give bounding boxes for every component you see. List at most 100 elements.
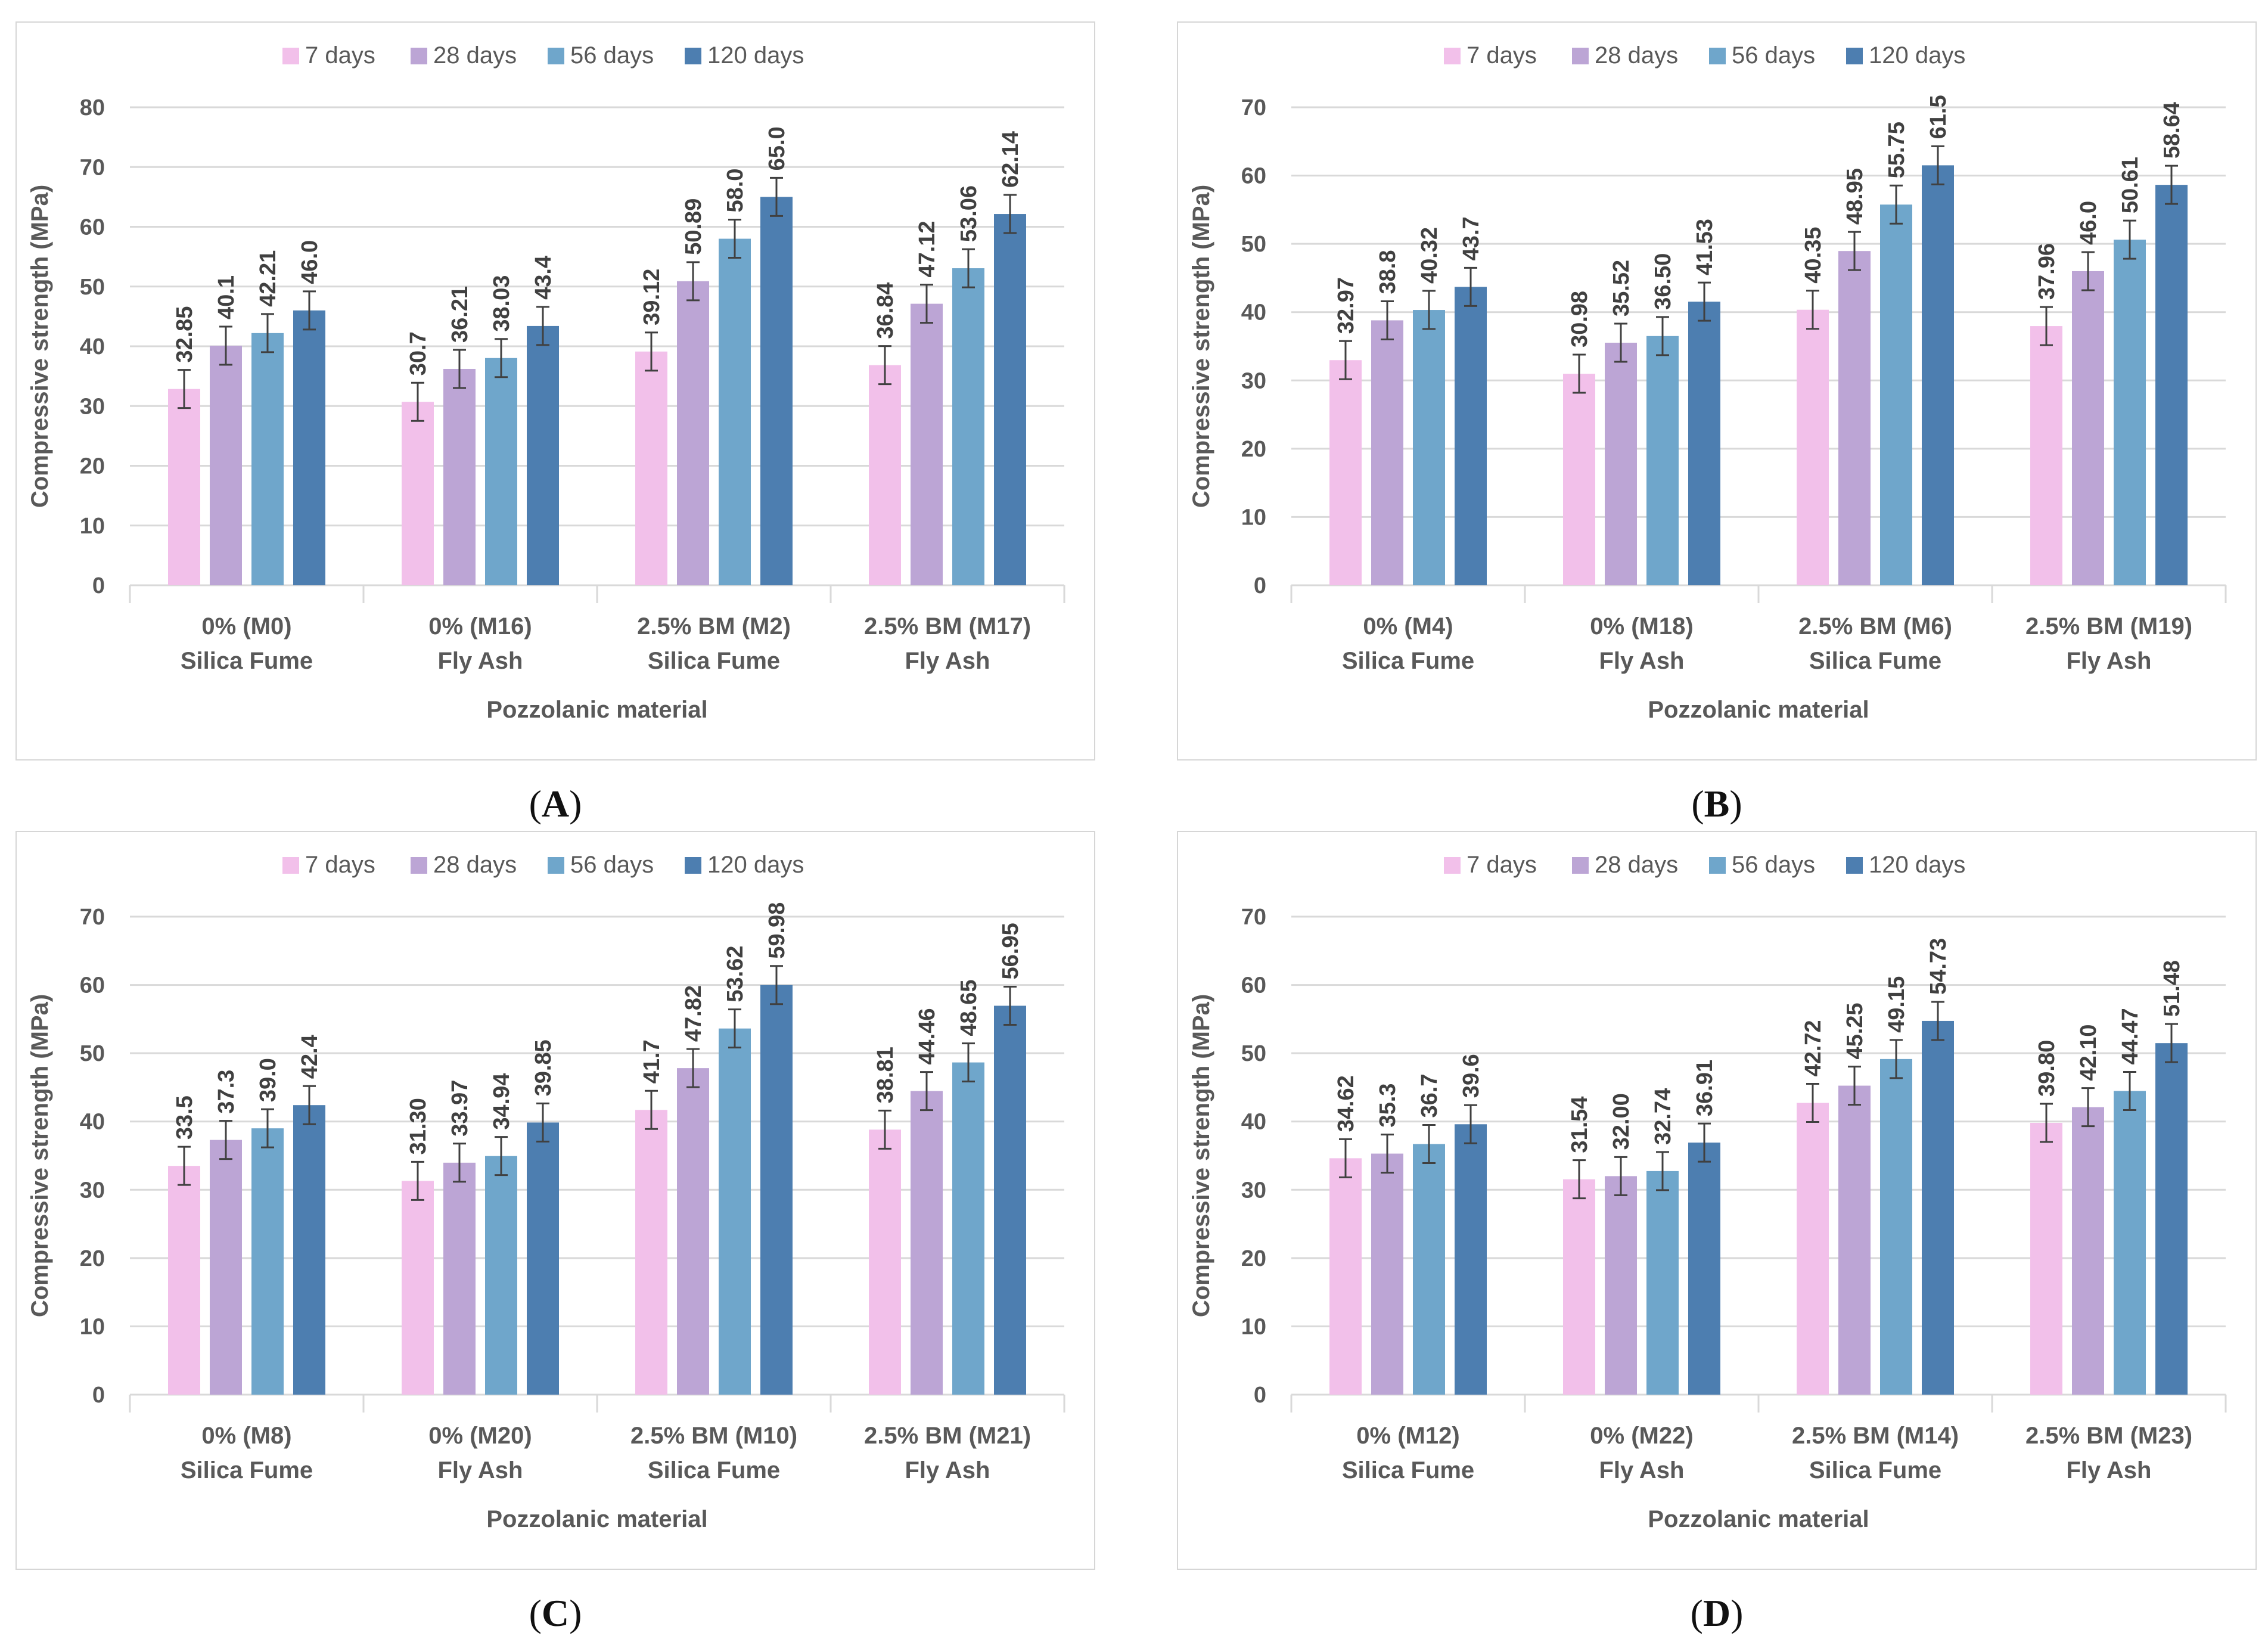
bar [293,310,325,585]
category-label: 0% (M4) [1363,613,1453,640]
data-label: 32.74 [1651,1088,1676,1145]
y-tick-label: 20 [1241,437,1266,462]
data-label: 36.50 [1651,253,1676,310]
y-tick-label: 0 [92,573,105,598]
legend-swatch-7-days [1444,857,1461,874]
data-label: 39.80 [2034,1040,2059,1097]
legend-swatch-120-days [1846,48,1863,64]
legend-swatch-7-days [1444,48,1461,64]
legend-label: 56 days [1732,42,1815,69]
category-label: Fly Ash [905,1457,990,1483]
data-label: 53.06 [956,185,981,242]
bar [1605,343,1637,585]
data-label: 39.0 [256,1058,281,1102]
legend-label: 120 days [1869,42,1965,69]
y-tick-label: 50 [1241,232,1266,257]
y-tick-label: 60 [1241,164,1266,189]
bar [1880,204,1912,585]
data-label: 58.64 [2160,102,2185,159]
data-label: 38.81 [873,1047,898,1103]
y-tick-label: 50 [80,1041,105,1066]
data-label: 35.3 [1375,1084,1400,1128]
bar [760,197,793,585]
category-label: Fly Ash [438,1457,523,1483]
y-tick-label: 40 [80,1110,105,1135]
legend-swatch-120-days [685,48,701,64]
y-tick-label: 20 [1241,1246,1266,1271]
bar [485,358,517,585]
legend-swatch-28-days [411,48,427,64]
bar [635,1110,667,1395]
bar [2155,1043,2188,1395]
bar [1797,1103,1829,1395]
y-axis-title: Compressive strength (MPa) [1188,994,1214,1317]
legend-swatch-7-days [282,48,299,64]
data-label: 36.84 [873,283,898,339]
data-label: 47.12 [915,221,940,278]
data-label: 43.4 [531,256,556,300]
chart-panel-a: 0 10 20 30 40 50 60 70 80 32.85 40.1 42.21 46.0 0% (M… [15,21,1095,760]
legend-label: 56 days [570,852,654,878]
bar [1688,302,1720,585]
bar [168,1166,200,1395]
bar [911,1091,943,1395]
bar [994,214,1026,585]
data-label: 47.82 [681,985,706,1042]
y-axis-title: Compressive strength (MPa) [1188,185,1214,508]
bar [2114,240,2146,585]
bar [251,1128,284,1395]
panel-label-c: (C) [529,1592,582,1634]
legend-label: 120 days [707,42,804,69]
data-label: 54.73 [1926,938,1951,995]
category-label: 2.5% BM (M6) [1798,613,1952,640]
bar [719,1028,751,1395]
y-tick-label: 10 [1241,1314,1266,1339]
panel-letter-c: C [541,1592,570,1634]
y-tick-label: 30 [1241,368,1266,393]
data-label: 51.48 [2160,960,2185,1017]
legend-label: 56 days [1732,852,1815,878]
data-label: 50.61 [2118,157,2143,213]
category-label: Fly Ash [2067,1457,2152,1483]
bar [443,368,476,585]
data-label: 32.85 [172,306,197,363]
category-label: 0% (M0) [201,613,291,640]
y-tick-label: 20 [80,1246,105,1271]
data-label: 40.35 [1801,227,1826,284]
y-tick-label: 70 [1241,95,1266,120]
legend-swatch-120-days [1846,857,1863,874]
category-label: Fly Ash [2067,648,2152,674]
legend-label: 7 days [1467,42,1537,69]
y-axis-title: Compressive strength (MPa) [27,994,53,1317]
data-label: 33.97 [448,1080,473,1137]
bar [1371,1153,1403,1395]
data-label: 40.32 [1417,227,1442,284]
category-label: Silica Fume [1809,648,1941,674]
category-label: Silica Fume [1342,1457,1474,1483]
bar [2030,1123,2062,1395]
data-label: 58.0 [723,169,748,213]
chart-panel-c: 0 10 20 30 40 50 60 70 33.5 37.3 39.0 42.4 0% (M8) Si… [15,831,1095,1570]
bar [1455,287,1487,585]
y-tick-label: 0 [1254,1383,1266,1408]
category-label: 0% (M12) [1356,1423,1459,1449]
bar [2114,1091,2146,1395]
category-label: Fly Ash [905,648,990,674]
category-label: Silica Fume [181,1457,313,1483]
bar [719,238,751,585]
legend-swatch-56-days [548,857,564,874]
legend-swatch-28-days [1572,48,1589,64]
y-tick-label: 30 [80,394,105,419]
data-label: 40.1 [214,275,239,319]
data-label: 38.8 [1375,250,1400,294]
category-label: 2.5% BM (M19) [2025,613,2192,640]
y-tick-label: 50 [80,275,105,300]
bar [1563,1179,1595,1395]
chart-svg-a: 0 10 20 30 40 50 60 70 80 32.85 40.1 42.21 46.0 0% (M… [27,42,1065,723]
bar [1922,165,1954,585]
data-label: 35.52 [1609,260,1634,316]
category-label: 2.5% BM (M10) [630,1423,797,1449]
category-label: 2.5% BM (M2) [637,613,791,640]
data-label: 49.15 [1884,976,1909,1033]
y-tick-label: 60 [1241,973,1266,998]
